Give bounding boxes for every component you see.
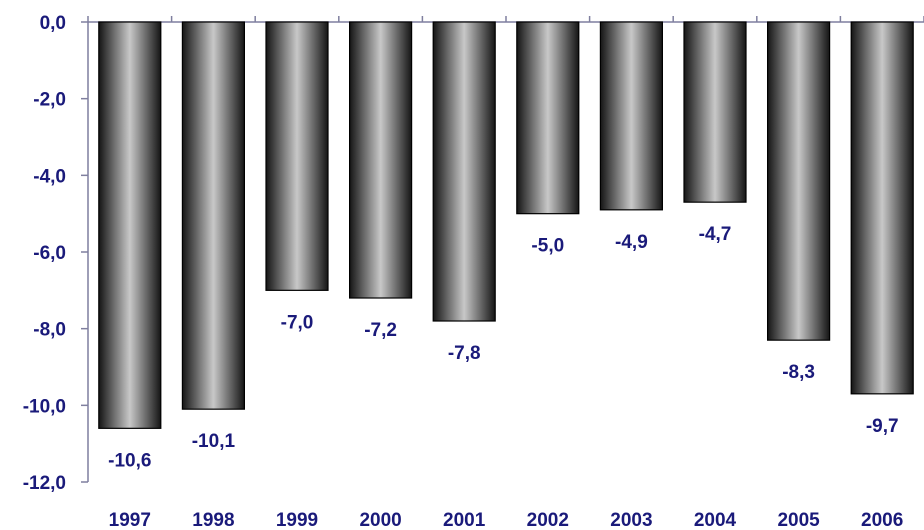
data-label-2002: -5,0 [531,236,564,257]
bar-2002 [516,21,580,215]
y-tick-label: -6,0 [33,243,66,264]
data-label-2000: -7,2 [364,320,397,341]
data-label-1999: -7,0 [281,312,314,333]
y-tick-label: -12,0 [23,473,66,494]
data-label-1998: -10,1 [192,431,236,452]
x-tick-label-1999: 1999 [276,510,318,530]
y-tick-label: -2,0 [33,90,66,111]
bar-2000 [349,21,413,299]
x-tick-label-2003: 2003 [610,510,652,530]
bar-2005 [766,21,831,341]
x-tick-label-1997: 1997 [109,510,151,530]
y-tick-label: -8,0 [33,320,66,341]
data-label-1997: -10,6 [108,450,151,471]
data-label-2003: -4,9 [615,232,648,253]
bars [98,21,914,429]
x-tick-label-1998: 1998 [192,510,234,530]
x-tick-label-2004: 2004 [694,510,737,530]
y-tick-label: -10,0 [23,396,66,417]
y-tick-label: -4,0 [33,166,66,187]
data-labels: -10,6 1997 -10,1 1998 -7,0 1999 -7,2 2000 -7,8 20… [108,224,903,530]
data-label-2006: -9,7 [866,416,899,437]
y-tick-label: 0,0 [40,13,66,34]
bar-1999 [265,21,329,291]
bar-2003 [599,21,664,211]
bar-1997 [98,21,162,429]
x-tick-label-2002: 2002 [527,510,569,530]
bar-2004 [683,21,747,203]
x-tick-label-2000: 2000 [359,510,401,530]
bar-2001 [432,21,496,322]
x-tick-label-2006: 2006 [861,510,903,530]
data-label-2004: -4,7 [699,224,732,245]
data-label-2001: -7,8 [448,343,481,364]
bar-1998 [181,21,245,410]
data-label-2005: -8,3 [782,362,815,383]
x-tick-label-2005: 2005 [777,510,820,530]
x-tick-label-2001: 2001 [443,510,486,530]
bar-2006 [850,21,914,395]
